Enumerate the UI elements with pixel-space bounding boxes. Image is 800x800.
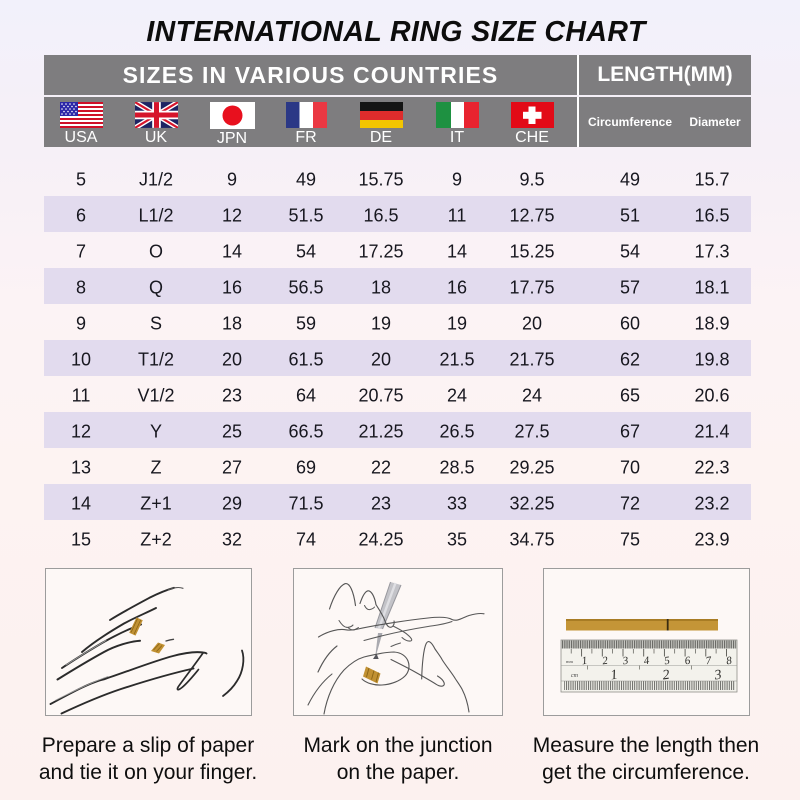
svg-text:1: 1 [581,655,588,668]
svg-text:4: 4 [643,655,651,668]
svg-text:2: 2 [662,668,671,684]
svg-text:6: 6 [684,655,692,668]
svg-text:3: 3 [621,655,630,668]
svg-text:3: 3 [713,668,723,684]
svg-text:8: 8 [725,655,733,668]
svg-text:2: 2 [601,655,609,668]
svg-text:1: 1 [610,668,619,684]
svg-text:7: 7 [705,655,713,668]
svg-text:cm: cm [571,673,579,679]
svg-text:5: 5 [663,655,671,668]
svg-text:mm: mm [566,659,574,664]
